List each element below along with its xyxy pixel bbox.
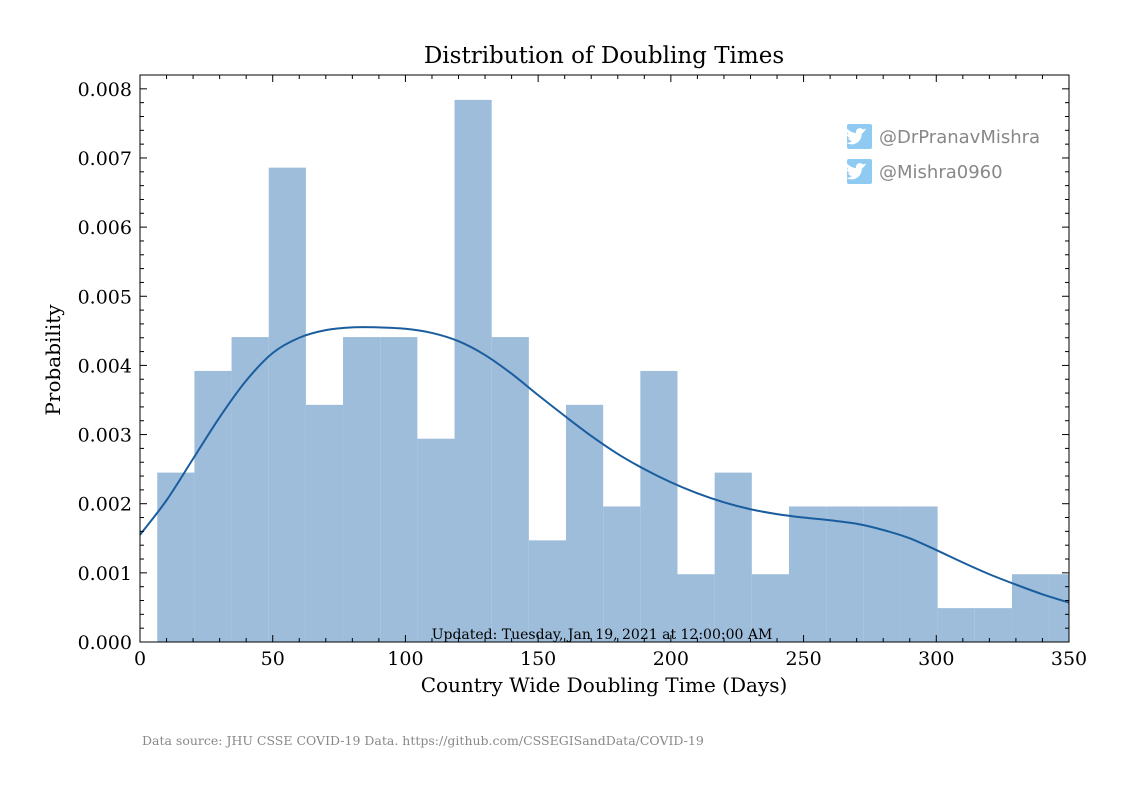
histogram-bar [677,574,715,642]
histogram-bars [157,99,1069,642]
histogram-bar [751,574,789,642]
kde-curve [139,326,1070,604]
histogram-bar [157,472,195,642]
y-tick-label: 0.000 [78,632,132,654]
updated-annotation: Updated: Tuesday, Jan 19, 2021 at 12:00:… [432,627,773,643]
histogram-bar [788,506,827,642]
histogram-bar [528,540,567,642]
x-tick-label: 300 [918,648,954,670]
histogram-bar [603,506,641,642]
x-tick-label: 100 [387,648,423,670]
x-tick-labels: 0 50 100 150 200 250 300 350 [134,648,1087,670]
y-tick-label: 0.008 [78,79,132,101]
twitter-bird-icon-glyph [846,128,867,145]
y-tick-labels: 0.000 0.001 0.002 0.003 0.004 0.005 0.006 0.007… [78,79,132,654]
histogram-bar [305,404,344,642]
y-tick-label: 0.005 [78,286,132,308]
histogram-bar [491,337,529,642]
x-tick-label: 50 [261,648,285,670]
x-tick-label: 350 [1051,648,1087,670]
histogram-bar [566,404,604,642]
histogram-bar [974,608,1012,642]
histogram-bar [900,506,938,642]
histogram-bar [714,472,752,642]
twitter-handle-text: @Mishra0960 [879,162,1003,183]
histogram-bar [826,506,864,642]
y-tick-label: 0.006 [78,217,132,239]
x-axis-label: Country Wide Doubling Time (Days) [421,673,788,697]
x-tick-label: 150 [520,648,556,670]
social-handle-1[interactable]: @DrPranavMishra [846,124,1040,149]
histogram-bar [937,608,975,642]
histogram-bar [194,370,232,642]
histogram-bar [454,99,492,642]
y-tick-label: 0.001 [78,563,132,585]
histogram-bar [380,337,418,642]
histogram-bar [1049,574,1069,642]
twitter-handle-text: @DrPranavMishra [879,127,1040,148]
x-tick-label: 0 [134,648,146,670]
y-tick-label: 0.007 [78,148,132,170]
x-tick-label: 200 [653,648,689,670]
histogram-bar [343,337,381,642]
y-tick-label: 0.003 [78,425,132,447]
social-handle-2[interactable]: @Mishra0960 [846,159,1003,184]
y-tick-label: 0.004 [78,355,132,377]
histogram-bar [268,167,306,642]
twitter-bird-icon-glyph [846,163,867,180]
data-source-footer: Data source: JHU CSSE COVID-19 Data. htt… [142,733,704,748]
histogram-bar [231,337,269,642]
chart-title: Distribution of Doubling Times [424,43,784,69]
x-tick-label: 250 [785,648,821,670]
histogram-bar [640,370,678,642]
axis-ticks [139,74,1070,643]
plot-frame [139,74,1070,643]
y-axis-label: Probability [41,304,65,416]
y-tick-label: 0.002 [78,494,132,516]
histogram-bar [417,438,455,642]
